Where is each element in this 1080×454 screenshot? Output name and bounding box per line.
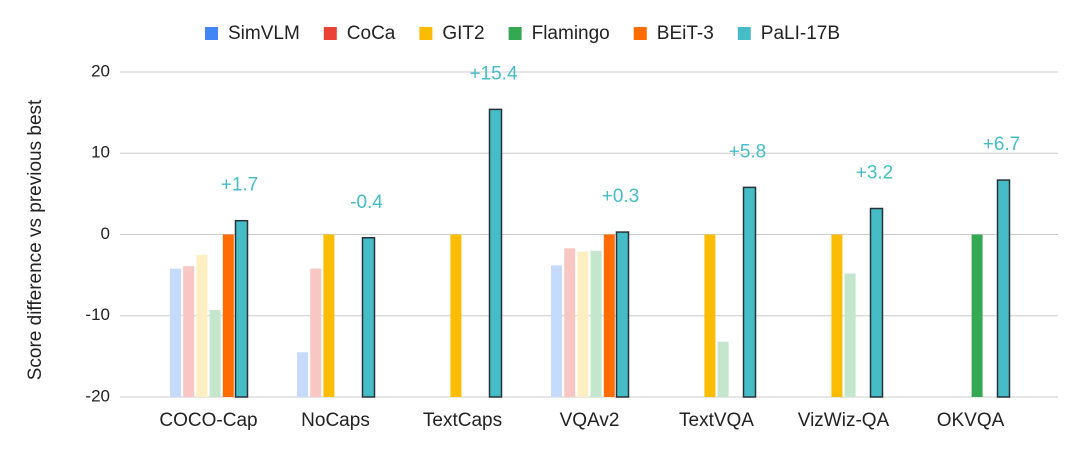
bar (234, 219, 249, 398)
bar (831, 234, 843, 397)
bar (170, 268, 181, 397)
bar (310, 268, 322, 397)
bar (704, 234, 716, 397)
bar (869, 207, 884, 398)
bar (717, 341, 729, 397)
legend-swatch (205, 27, 218, 40)
legend-swatch (737, 27, 751, 40)
legend-swatch (633, 27, 647, 40)
value-label: +6.7 (983, 134, 1021, 155)
legend-label: BEiT-3 (657, 23, 714, 44)
legend-label: GIT2 (442, 23, 484, 44)
value-label: +15.4 (469, 63, 518, 84)
bar (551, 265, 562, 397)
y-tick-label: 0 (101, 224, 110, 243)
value-label: -0.4 (350, 192, 383, 213)
value-label: +1.7 (221, 175, 259, 196)
bar (577, 251, 589, 397)
y-tick-label: 10 (91, 143, 110, 162)
bar (222, 234, 234, 397)
y-axis-label: Score difference vs previous best (25, 99, 46, 380)
value-label: +5.8 (729, 141, 767, 162)
x-tick-label: TextVQA (679, 410, 754, 431)
bar (323, 234, 335, 397)
legend-swatch (419, 27, 433, 40)
bar (209, 310, 221, 397)
bar (196, 254, 208, 397)
legend-label: Flamingo (532, 23, 610, 44)
bar (603, 234, 615, 397)
bar (996, 179, 1011, 398)
legend-label: CoCa (347, 23, 396, 44)
legend-swatch (508, 27, 522, 40)
x-tick-label: VQAv2 (560, 410, 620, 431)
value-label: +3.2 (856, 163, 894, 184)
bar (971, 234, 983, 397)
y-tick-label: -20 (85, 386, 110, 405)
x-tick-label: OKVQA (937, 410, 1005, 431)
bar (361, 237, 376, 398)
bar (844, 273, 856, 397)
legend-swatch (323, 27, 337, 40)
bar (450, 234, 462, 397)
bar (183, 266, 195, 397)
bar (590, 250, 602, 397)
x-tick-label: NoCaps (301, 410, 370, 431)
x-tick-label: VizWiz-QA (798, 410, 890, 431)
x-tick-label: TextCaps (423, 410, 502, 431)
bar (564, 248, 576, 397)
bar (297, 352, 308, 397)
y-tick-label: -10 (85, 305, 110, 324)
legend-label: PaLI-17B (761, 23, 840, 44)
bar (742, 186, 757, 398)
bar (615, 231, 630, 398)
bar (488, 108, 503, 398)
value-label: +0.3 (602, 186, 640, 207)
y-tick-label: 20 (91, 61, 110, 80)
x-tick-label: COCO-Cap (159, 410, 257, 431)
legend-label: SimVLM (228, 23, 300, 44)
